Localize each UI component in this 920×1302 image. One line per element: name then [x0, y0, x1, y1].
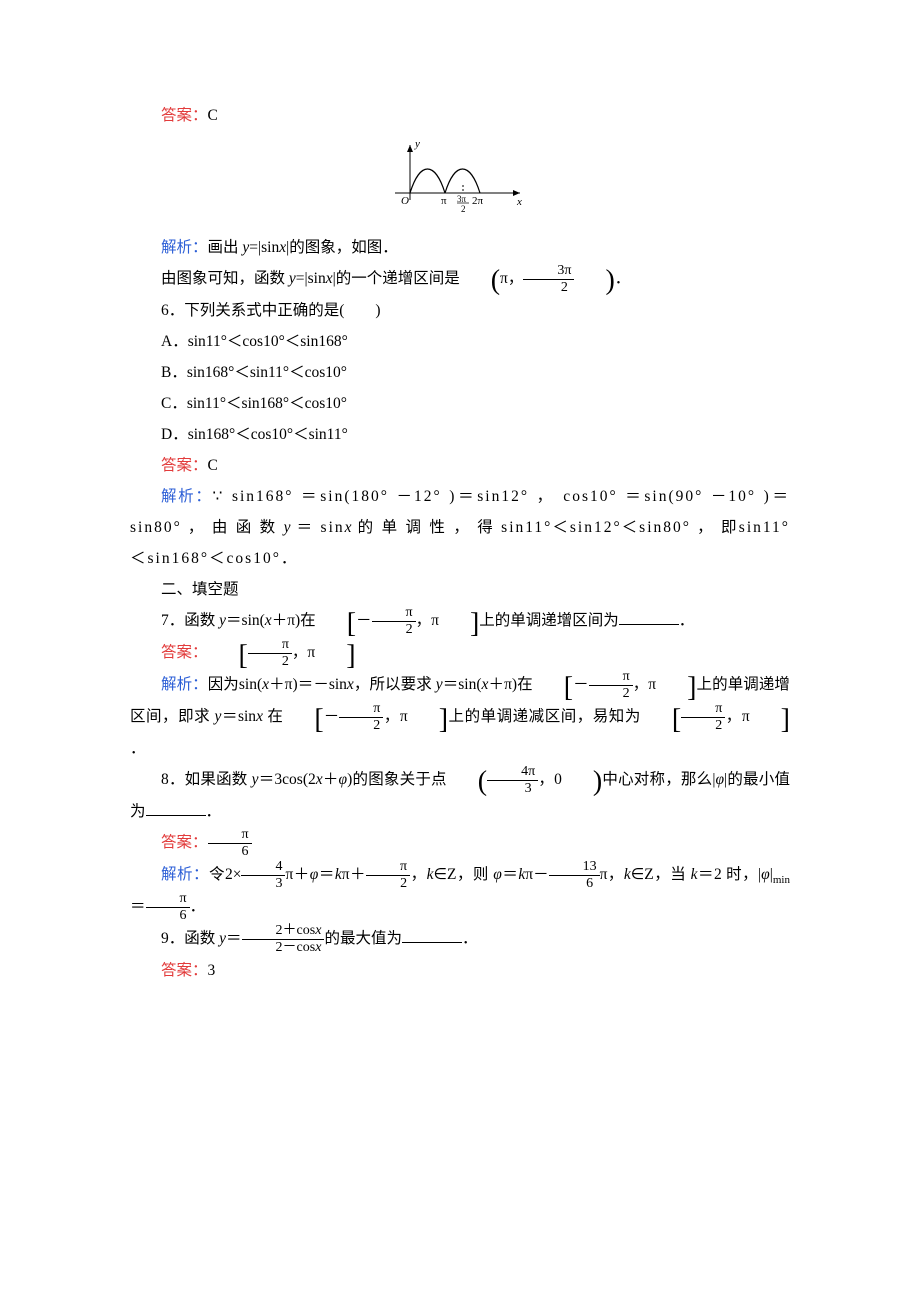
- analysis-8: 解析：令2×43π＋φ＝kπ＋π2，k∈Z，则 φ＝kπ－136π，k∈Z，当 …: [130, 859, 790, 923]
- graph-svg: y x O π 3π 2 2π: [385, 135, 535, 215]
- tick-3pi2-num: 3π: [457, 194, 467, 204]
- q6-option-d: D．sin168°＜cos10°＜sin11°: [130, 419, 790, 450]
- frac-q9: 2＋cosx2－cosx: [242, 924, 325, 955]
- q7-stem: 7．函数 y＝sin(x＋π)在[－π2，π]上的单调递增区间为．: [130, 605, 790, 637]
- analysis-label: 解析：: [161, 239, 208, 256]
- q6-option-c: C．sin11°＜sin168°＜cos10°: [130, 388, 790, 419]
- analysis-5-line2: 由图象可知，函数 y=|sinx|的一个递增区间是(π，3π2)．: [130, 263, 790, 295]
- q6-stem: 6．下列关系式中正确的是( ): [130, 295, 790, 326]
- answer-label: 答案：: [161, 107, 208, 124]
- answer-5-value: C: [208, 107, 218, 124]
- tick-pi: π: [441, 195, 447, 207]
- blank-q9: [402, 931, 462, 943]
- q6-option-b: B．sin168°＜sin11°＜cos10°: [130, 357, 790, 388]
- abs-sin-graph: y x O π 3π 2 2π: [130, 135, 790, 226]
- q8-stem: 8．如果函数 y＝3cos(2x＋φ)的图象关于点(4π3，0)中心对称，那么|…: [130, 764, 790, 827]
- answer-9: 答案：3: [130, 955, 790, 986]
- answer-5: 答案：C: [130, 100, 790, 131]
- q6-option-a: A．sin11°＜cos10°＜sin168°: [130, 326, 790, 357]
- y-axis-label: y: [414, 138, 420, 150]
- answer-7: 答案：[π2，π]: [130, 637, 790, 669]
- q9-stem: 9．函数 y＝2＋cosx2－cosx的最大值为．: [130, 923, 790, 955]
- origin-label: O: [401, 195, 409, 207]
- blank-q8: [146, 804, 206, 816]
- x-axis-label: x: [516, 196, 522, 208]
- answer-6: 答案：C: [130, 450, 790, 481]
- fill-blank-header: 二、填空题: [130, 574, 790, 605]
- tick-3pi2-den: 2: [461, 204, 466, 214]
- analysis-6: 解析：∵ sin168° ＝sin(180° －12° )＝sin12° ， c…: [130, 481, 790, 574]
- blank-q7: [619, 613, 679, 625]
- answer-8: 答案：π6: [130, 827, 790, 859]
- analysis-7: 解析：因为sin(x＋π)＝－sinx，所以要求 y＝sin(x＋π)在[－π2…: [130, 669, 790, 764]
- analysis-5-line1: 解析：画出 y=|sinx|的图象，如图．: [130, 232, 790, 263]
- tick-2pi: 2π: [472, 195, 484, 207]
- page-root: 答案：C y x O π 3π 2 2π 解析：画出 y=|sinx|的图象，如…: [0, 0, 920, 1046]
- frac-3pi-2: 3π2: [523, 264, 574, 295]
